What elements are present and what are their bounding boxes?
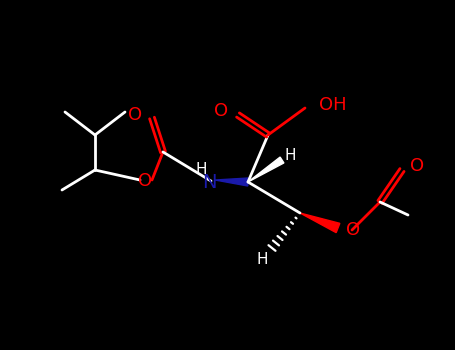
Text: O: O: [138, 172, 152, 190]
Text: H: H: [284, 148, 296, 163]
Polygon shape: [248, 157, 284, 182]
Polygon shape: [215, 178, 248, 186]
Text: OH: OH: [319, 96, 347, 114]
Text: O: O: [214, 102, 228, 120]
Text: O: O: [346, 221, 360, 239]
Text: O: O: [128, 106, 142, 124]
Polygon shape: [300, 213, 340, 233]
Text: N: N: [202, 173, 216, 191]
Text: O: O: [410, 157, 424, 175]
Text: H: H: [195, 162, 207, 177]
Text: H: H: [256, 252, 268, 267]
